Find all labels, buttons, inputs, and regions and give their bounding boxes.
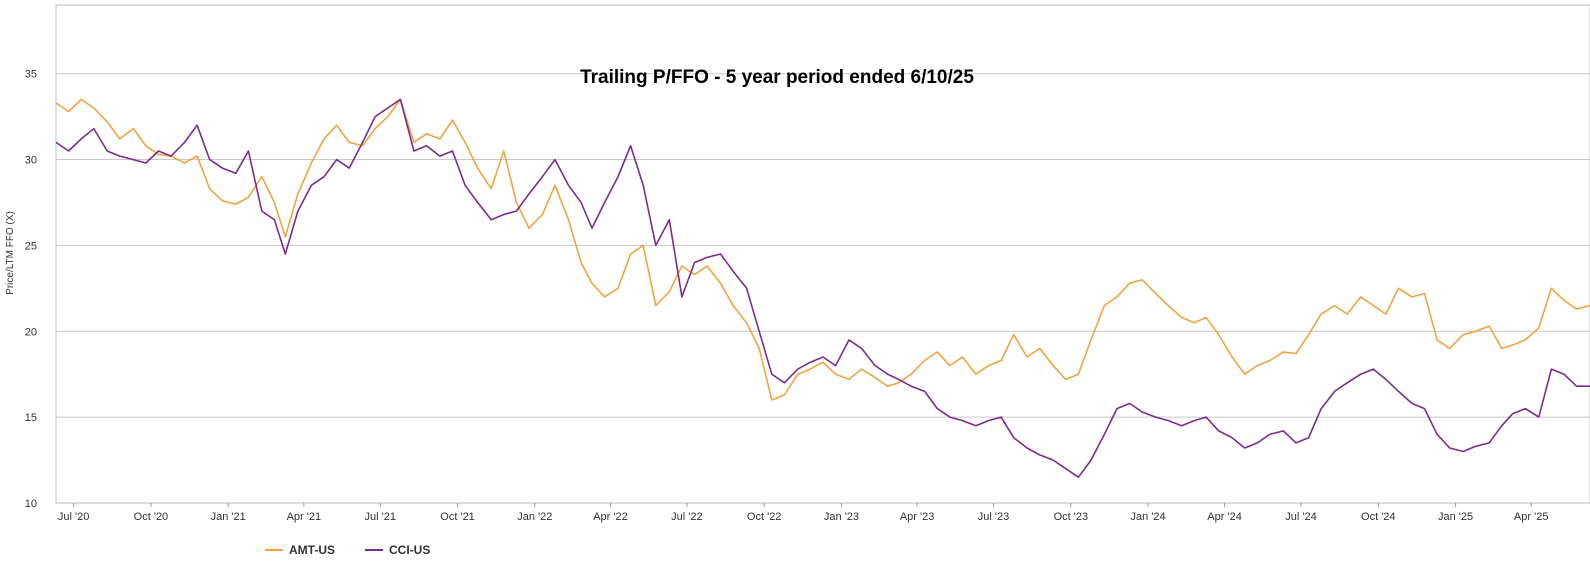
y-tick-label: 20	[25, 326, 37, 338]
legend: AMT-US CCI-US	[265, 543, 430, 557]
legend-item: CCI-US	[365, 543, 430, 557]
y-tick-label: 35	[25, 69, 37, 81]
x-tick-label: Jan '23	[824, 511, 859, 523]
x-tick-label: Apr '24	[1207, 511, 1242, 523]
chart-title: Trailing P/FFO - 5 year period ended 6/1…	[580, 67, 974, 88]
series-line-amt-us	[55, 98, 1590, 401]
x-tick-label: Oct '24	[1361, 511, 1396, 523]
legend-item: AMT-US	[265, 543, 335, 557]
y-axis-label: Price/LTM FFO (X)	[5, 211, 16, 295]
x-tick-label: Jul '23	[978, 511, 1009, 523]
x-tick-label: Oct '21	[440, 511, 475, 523]
grid-lines	[56, 73, 1590, 418]
plot-frame	[55, 4, 1590, 504]
x-tick-label: Jul '24	[1285, 511, 1316, 523]
x-tick-label: Apr '23	[900, 511, 935, 523]
series-line-cci-us	[55, 98, 1590, 479]
y-tick-label: 25	[25, 240, 37, 252]
x-tick-label: Jan '24	[1131, 511, 1166, 523]
y-tick-label: 10	[25, 498, 37, 510]
legend-label: AMT-US	[289, 543, 335, 557]
x-tick-label: Apr '21	[287, 511, 322, 523]
x-tick-label: Jan '22	[517, 511, 552, 523]
x-axis-ticks: Jul '20 Oct '20 Jan '21 Apr '21 Jul '21 Oct '…	[58, 503, 1549, 523]
x-tick-label: Jan '21	[211, 511, 246, 523]
y-tick-label: 30	[25, 155, 37, 167]
legend-swatch	[265, 549, 283, 551]
series-lines	[55, 98, 1590, 479]
legend-label: CCI-US	[389, 543, 431, 557]
x-tick-label: Apr '25	[1514, 511, 1549, 523]
x-tick-label: Oct '23	[1054, 511, 1089, 523]
x-tick-label: Jul '21	[365, 511, 396, 523]
x-tick-label: Apr '22	[593, 511, 628, 523]
x-tick-label: Jul '20	[58, 511, 89, 523]
legend-swatch	[365, 549, 383, 551]
y-axis-ticks: 10 15 20 25 30 35	[25, 69, 37, 510]
x-tick-label: Jan '25	[1438, 511, 1473, 523]
x-tick-label: Oct '20	[134, 511, 169, 523]
y-tick-label: 15	[25, 412, 37, 424]
x-tick-label: Jul '22	[671, 511, 702, 523]
x-tick-label: Oct '22	[747, 511, 782, 523]
